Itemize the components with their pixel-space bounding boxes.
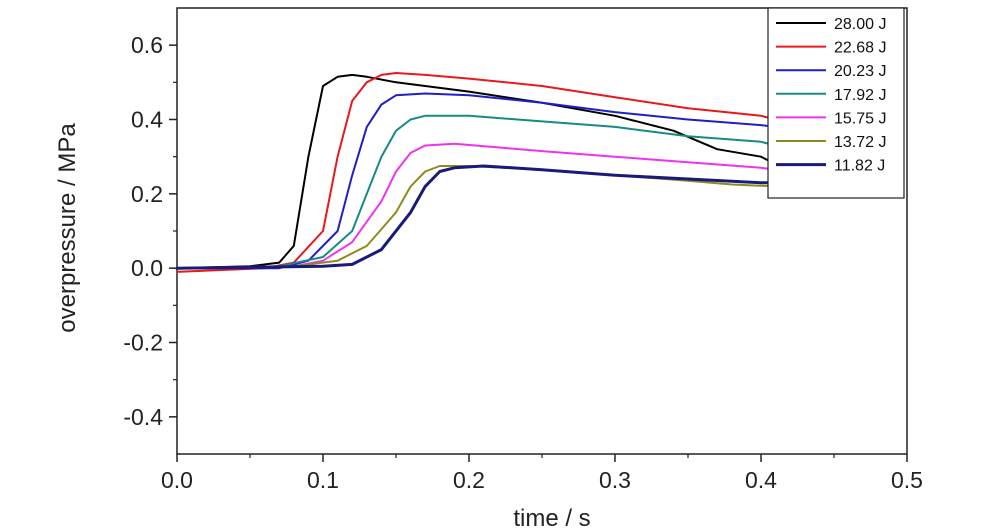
x-tick-label: 0.4 [745,467,777,493]
x-tick-label: 0.5 [891,467,923,493]
x-tick-label: 0.0 [161,467,193,493]
series-line-13-72-J [176,165,777,270]
y-tick-label: -0.2 [123,330,163,356]
y-tick-label: -0.4 [123,404,163,430]
y-tick-label: 0.6 [131,32,163,58]
legend-label: 17.92 J [834,87,886,104]
y-tick-label: 0.0 [131,255,163,281]
series-line-28-00-J [176,73,777,270]
x-axis: 0.0 0.1 0.2 0.3 0.4 0.5 [161,454,923,493]
y-axis-title: overpressure / MPa [54,123,81,333]
legend-label: 13.72 J [834,134,886,151]
y-tick-label: 0.2 [131,181,163,207]
x-axis-title: time / s [513,505,590,532]
legend-box [767,7,905,199]
legend-label: 22.68 J [834,40,886,57]
legend: 28.00 J 22.68 J 20.23 J 17.92 J 15.75 J 13.72… [767,7,905,199]
series-line-11-82-J [175,164,778,270]
legend-label: 20.23 J [834,63,886,80]
legend-label: 15.75 J [834,110,886,127]
legend-label: 28.00 J [834,16,886,33]
series-line-22-68-J [176,72,777,273]
x-tick-label: 0.1 [307,467,339,493]
x-tick-label: 0.3 [599,467,631,493]
series-line-17-92-J [176,114,777,270]
series-line-20-23-J [176,92,777,270]
series-line-15-75-J [176,142,777,270]
x-tick-label: 0.2 [453,467,485,493]
series-layer [175,72,778,273]
y-tick-label: 0.4 [131,107,163,133]
y-axis: -0.4 -0.2 0.0 0.2 0.4 0.6 [123,32,177,430]
legend-label: 11.82 J [834,158,885,175]
